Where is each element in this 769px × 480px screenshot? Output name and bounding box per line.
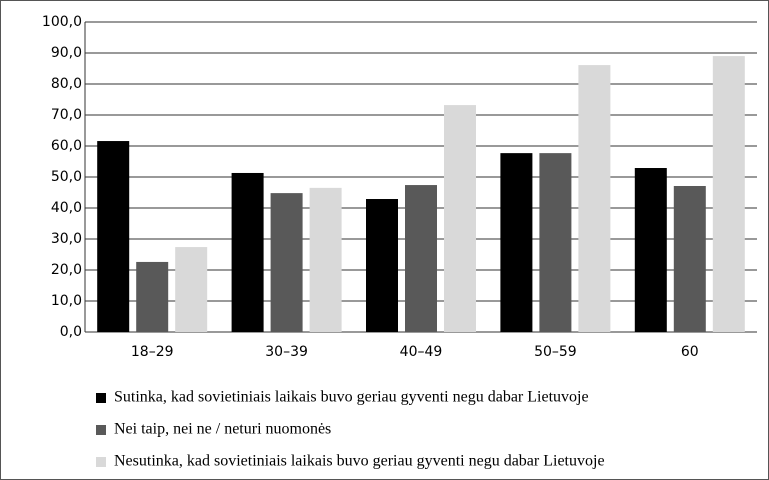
x-tick-label: 50–59 xyxy=(534,344,577,360)
legend-label: Nei taip, nei ne / neturi nuomonės xyxy=(114,421,331,438)
bar xyxy=(712,56,745,332)
bar xyxy=(309,187,342,332)
y-tick-label: 20,0 xyxy=(51,262,82,278)
bar xyxy=(97,141,130,332)
y-tick-label: 80,0 xyxy=(51,76,82,92)
bar xyxy=(136,261,169,332)
y-tick-label: 10,0 xyxy=(51,293,82,309)
y-tick-label: 50,0 xyxy=(51,169,82,185)
bar xyxy=(500,153,533,332)
bar xyxy=(539,153,572,332)
y-tick-label: 40,0 xyxy=(51,200,82,216)
y-tick-label: 60,0 xyxy=(51,138,82,154)
x-tick-label: 60 xyxy=(681,344,699,360)
x-tick-label: 30–39 xyxy=(265,344,308,360)
bar xyxy=(270,193,303,332)
bar xyxy=(175,247,208,332)
legend-swatch xyxy=(96,425,106,435)
bar xyxy=(405,185,437,332)
x-tick-label: 18–29 xyxy=(131,344,174,360)
bar xyxy=(444,105,476,332)
y-tick-label: 30,0 xyxy=(51,231,82,247)
legend-swatch xyxy=(96,393,106,403)
bar xyxy=(673,185,706,332)
bar xyxy=(578,65,611,332)
bar xyxy=(634,168,667,332)
y-tick-label: 0,0 xyxy=(60,324,82,340)
y-tick-label: 90,0 xyxy=(51,45,82,61)
legend-swatch xyxy=(96,457,106,467)
legend-label: Nesutinka, kad sovietiniais laikais buvo… xyxy=(114,453,605,470)
legend-label: Sutinka, kad sovietiniais laikais buvo g… xyxy=(114,389,589,406)
y-tick-label: 100,0 xyxy=(42,14,82,30)
x-tick-label: 40–49 xyxy=(400,344,443,360)
y-tick-label: 70,0 xyxy=(51,107,82,123)
bar xyxy=(231,172,264,332)
bar xyxy=(366,199,398,332)
